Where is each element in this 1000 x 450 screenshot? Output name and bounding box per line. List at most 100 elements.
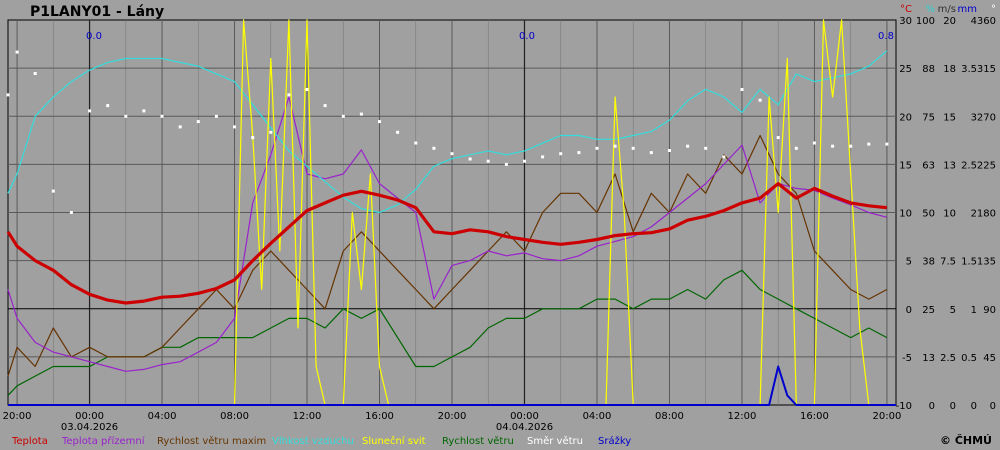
wind-direction-point	[378, 120, 381, 124]
day-label: 03.04.2026	[61, 422, 118, 433]
axis-tick-label: 88	[922, 64, 935, 75]
wind-direction-point	[450, 152, 454, 156]
axis-tick-label: -5	[902, 353, 912, 364]
wind-direction-point	[577, 151, 581, 155]
wind-direction-point	[595, 146, 599, 150]
series-line-0	[6, 182, 888, 305]
legend-item: Sluneční svit	[362, 435, 426, 447]
axis-tick-label: 13	[943, 160, 956, 171]
x-tick-label: 00:00	[510, 411, 539, 422]
axis-tick-label: 50	[922, 209, 935, 220]
axis-tick-label: 18	[943, 64, 956, 75]
wind-direction-point	[704, 146, 708, 150]
axis-tick-label: 0	[906, 305, 912, 316]
wind-direction-point	[88, 109, 92, 113]
legend-item: Teplota přízemní	[61, 435, 146, 447]
x-tick-label: 20:00	[3, 411, 32, 422]
axis-tick-label: 180	[977, 209, 996, 220]
axis-tick-label: 1.5	[961, 257, 977, 268]
series-layer	[6, 19, 896, 406]
wind-direction-point	[269, 130, 273, 134]
axis-tick-label: -10	[896, 401, 912, 412]
precip-total: 0.0	[86, 31, 102, 42]
legend-item: Srážky	[598, 435, 631, 447]
wind-direction-point	[15, 50, 19, 54]
wind-direction-point	[649, 151, 653, 155]
wind-direction-point	[486, 159, 490, 163]
axis-tick-label: 0	[929, 401, 935, 412]
axis-tick-label: 0	[990, 401, 996, 412]
axis-unit: °	[991, 4, 996, 15]
precip-total: 0.8	[878, 31, 894, 42]
x-tick-label: 00:00	[75, 411, 104, 422]
series-line-2	[7, 134, 888, 377]
axis-tick-label: 30	[899, 16, 912, 27]
x-tick-label: 08:00	[655, 411, 684, 422]
axis-tick-label: 10	[899, 209, 912, 220]
axis-tick-label: 20	[943, 16, 956, 27]
wind-direction-point	[523, 159, 526, 163]
series-line-1	[7, 96, 888, 372]
series-line-3	[7, 50, 888, 214]
axis-tick-label: 2.5	[940, 353, 956, 364]
legend-item: Rychlost větru	[442, 435, 514, 447]
series-line-7	[8, 365, 896, 406]
wind-direction-point	[812, 141, 816, 145]
wind-direction-point	[33, 72, 37, 75]
wind-direction-point	[722, 155, 726, 159]
y-axes: °C302520151050-5-10%100887563503825130m/…	[896, 4, 996, 412]
axis-tick-label: 63	[922, 160, 935, 171]
x-tick-label: 12:00	[728, 411, 757, 422]
axis-tick-label: 4	[971, 16, 977, 27]
wind-direction-point	[668, 149, 671, 152]
axis-unit: mm	[958, 4, 977, 15]
axis-tick-label: 0	[950, 401, 956, 412]
precip-totals: 0.0 0.0 0.8	[86, 31, 894, 42]
axis-tick-label: 75	[922, 112, 935, 123]
day-label: 04.04.2026	[496, 422, 553, 433]
axis-tick-label: 15	[899, 160, 912, 171]
wind-direction-point	[794, 146, 798, 150]
wind-direction-point	[686, 144, 690, 148]
wind-direction-point	[359, 112, 363, 116]
axis-unit: °C	[900, 4, 912, 15]
wind-direction-point	[251, 136, 255, 140]
axis-tick-label: 2.5	[961, 160, 977, 171]
axis-tick-label: 270	[977, 112, 996, 123]
wind-direction-point	[432, 146, 436, 150]
wind-direction-point	[740, 88, 744, 91]
wind-direction-point	[69, 211, 73, 214]
wind-direction-point	[51, 189, 55, 193]
x-tick-label: 20:00	[873, 411, 902, 422]
legend-item: Směr větru	[527, 435, 583, 447]
wind-direction-point	[396, 130, 400, 134]
wind-direction-point	[776, 136, 780, 140]
x-tick-label: 04:00	[583, 411, 612, 422]
axis-tick-label: 10	[943, 209, 956, 220]
axis-unit: m/s	[938, 4, 956, 15]
wind-direction-point	[885, 142, 889, 146]
wind-direction-point	[196, 120, 200, 124]
wind-direction-point	[323, 104, 327, 108]
wind-direction-point	[6, 93, 10, 97]
axis-tick-label: 360	[977, 16, 996, 27]
axis-tick-label: 25	[922, 305, 935, 316]
axis-tick-label: 3.5	[961, 64, 977, 75]
wind-direction-point	[305, 88, 309, 91]
axis-tick-label: 0	[971, 401, 977, 412]
axis-tick-label: 13	[922, 353, 935, 364]
axis-tick-label: 315	[977, 64, 996, 75]
wind-direction-point	[631, 146, 635, 150]
wind-direction-point	[160, 114, 164, 118]
x-tick-label: 12:00	[293, 411, 322, 422]
axis-tick-label: 5	[950, 305, 956, 316]
wind-direction-point	[214, 114, 218, 118]
axis-tick-label: 1	[971, 305, 977, 316]
wind-direction-point	[142, 109, 146, 113]
wind-direction-point	[106, 104, 110, 108]
axis-tick-label: 90	[983, 305, 996, 316]
wind-direction-point	[831, 144, 835, 148]
axis-tick-label: 7.5	[940, 257, 956, 268]
wind-direction-point	[233, 125, 236, 129]
wind-direction-point	[758, 98, 762, 102]
